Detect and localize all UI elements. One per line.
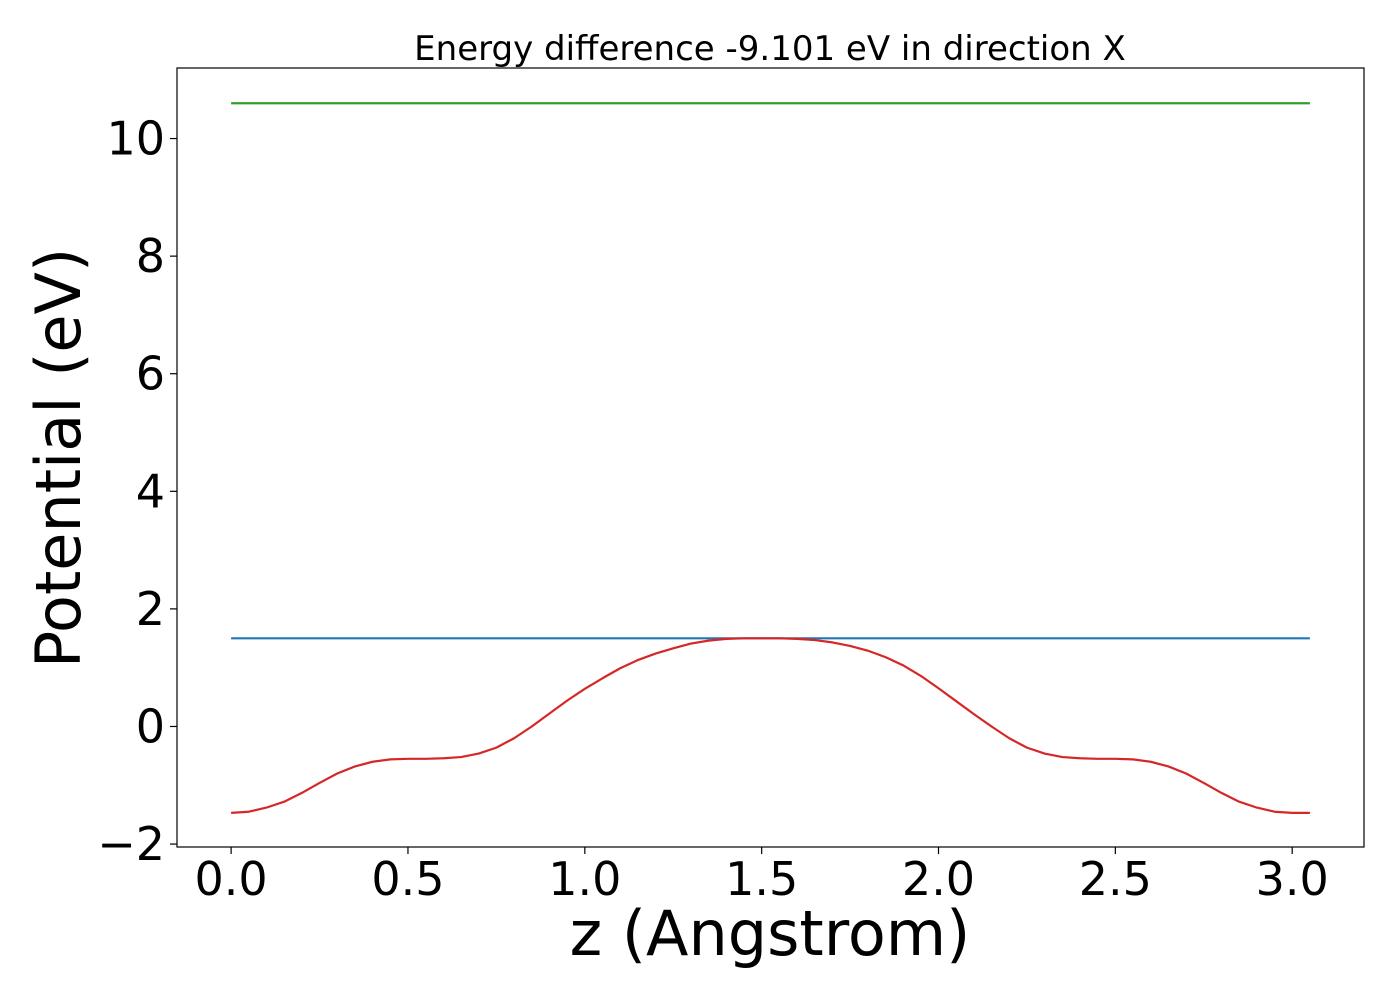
x-tick-label: 0.0 [195, 852, 268, 906]
x-tick-label: 3.0 [1256, 852, 1329, 906]
chart-title: Energy difference -9.101 eV in direction… [414, 29, 1126, 69]
x-tick-label: 1.0 [548, 852, 621, 906]
y-tick-label: 8 [136, 229, 165, 283]
x-axis: 0.0 0.5 1.0 1.5 2.0 2.5 3.0 [195, 847, 1329, 906]
y-axis: −2 0 2 4 6 8 10 [97, 112, 177, 871]
y-tick-label: 2 [136, 582, 165, 636]
x-tick-label: 0.5 [371, 852, 444, 906]
y-tick-label: −2 [97, 817, 165, 871]
series-line-3 [231, 637, 1310, 815]
y-tick-label: 10 [106, 112, 165, 166]
plot-frame [176, 67, 1365, 848]
y-axis-label: Potential (eV) [22, 248, 95, 668]
x-tick-label: 1.5 [725, 852, 798, 906]
y-tick-label: 6 [136, 347, 165, 401]
x-axis-label: z (Angstrom) [570, 897, 971, 970]
y-tick-label: 4 [136, 464, 165, 518]
x-tick-label: 2.0 [902, 852, 975, 906]
x-tick-label: 2.5 [1079, 852, 1152, 906]
series-layer [231, 102, 1310, 815]
y-tick-label: 0 [136, 699, 165, 753]
